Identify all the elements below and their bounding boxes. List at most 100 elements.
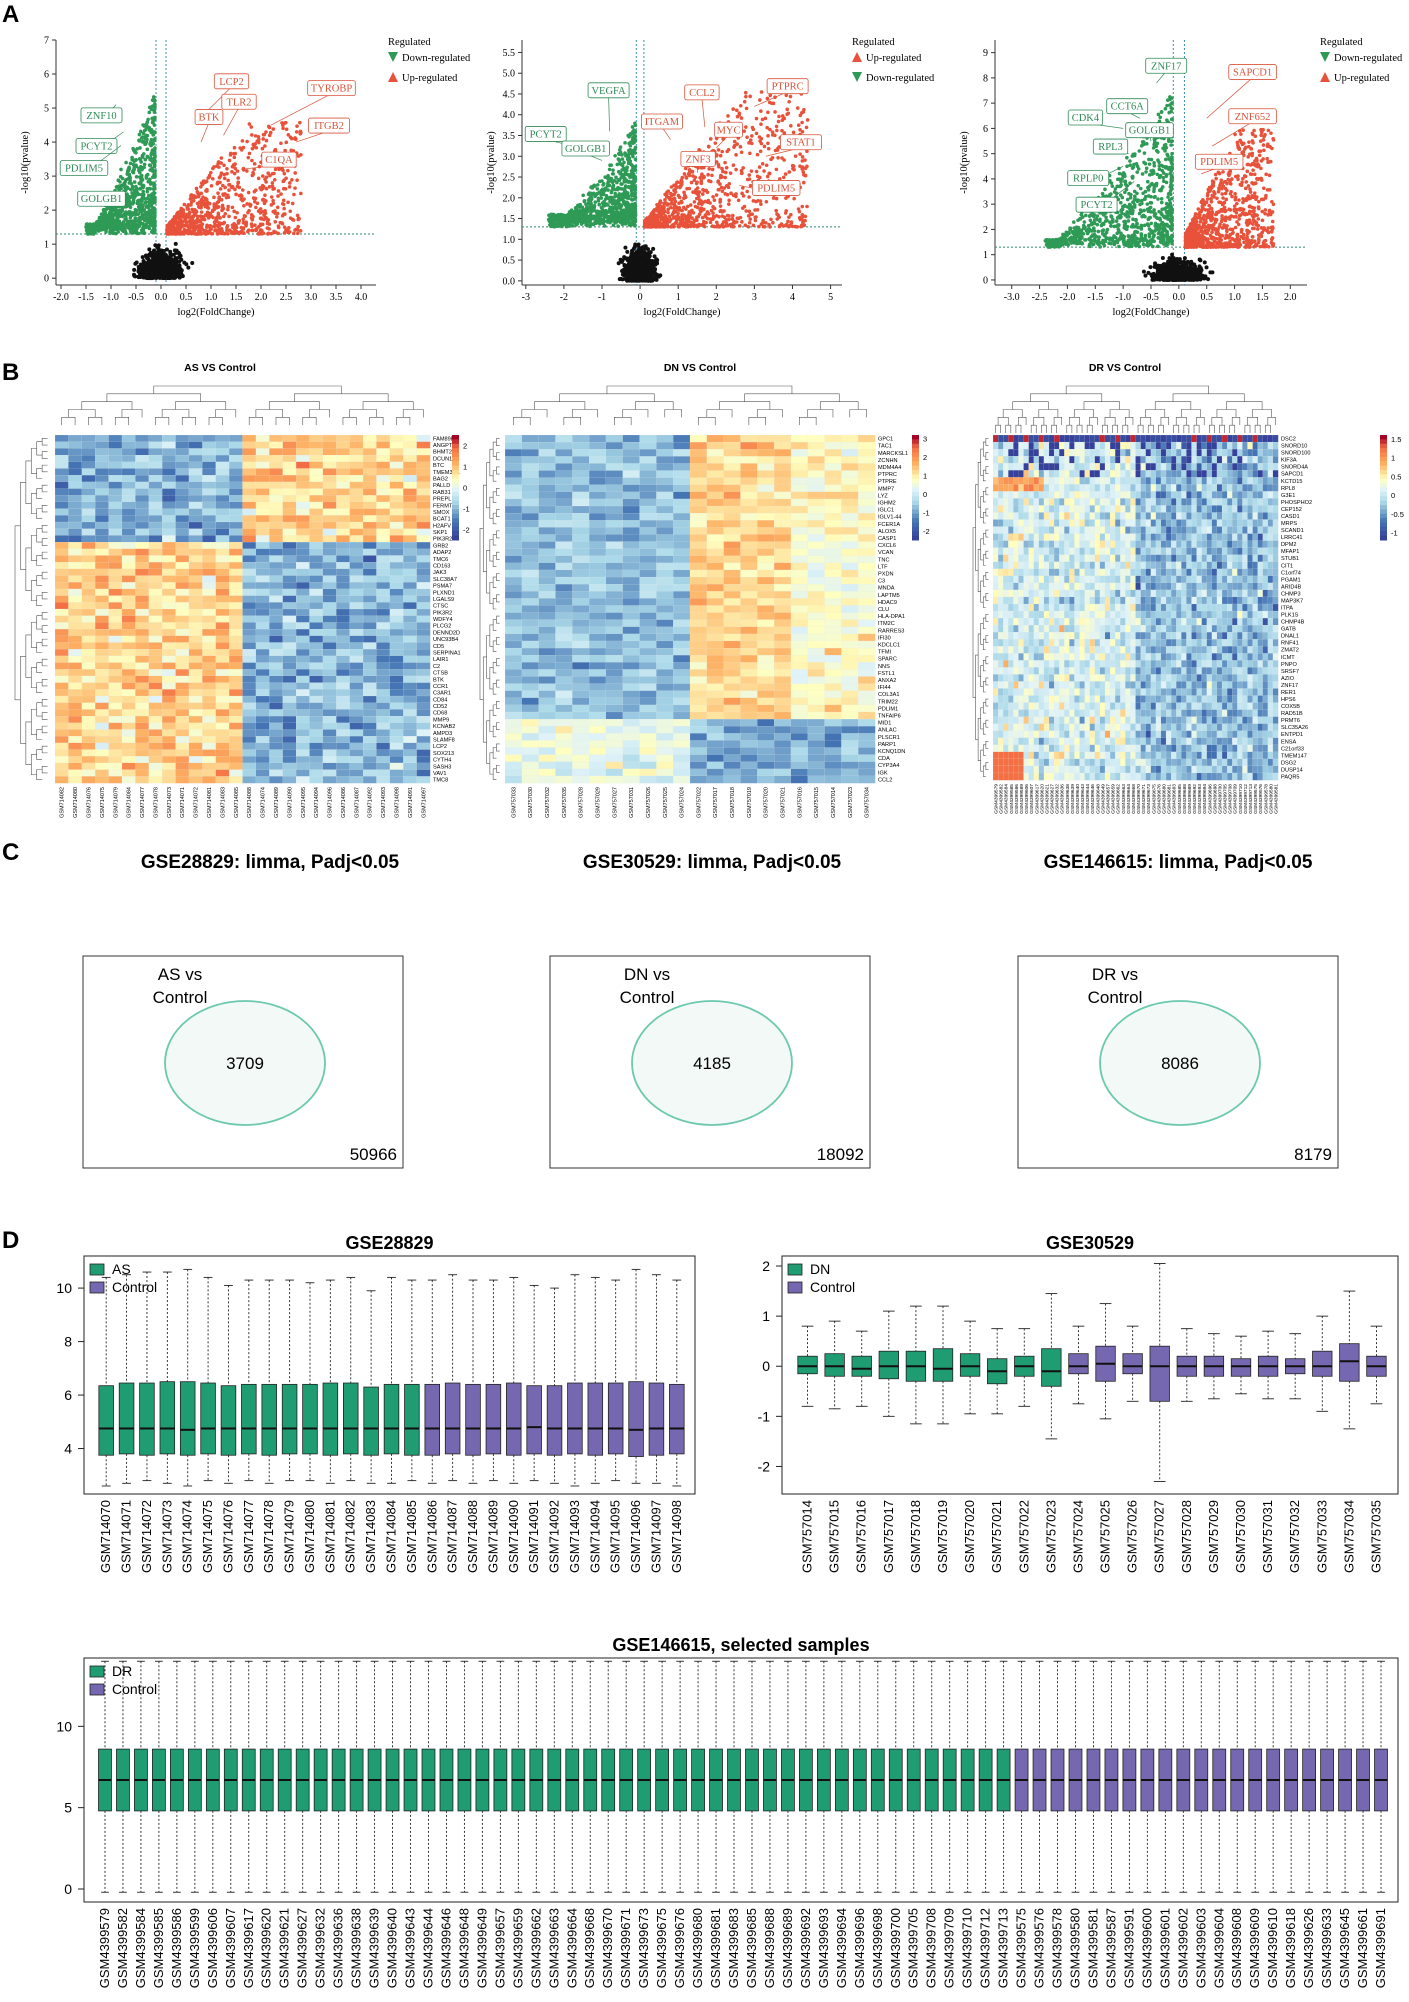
point-up — [666, 210, 670, 215]
point-up — [179, 232, 184, 236]
point-up — [784, 209, 789, 213]
point-up — [281, 168, 285, 173]
point-down — [108, 210, 112, 215]
point-down — [150, 104, 154, 109]
point-up — [774, 208, 778, 213]
point-down — [147, 128, 152, 133]
point-down — [149, 152, 154, 157]
point-ns — [144, 270, 149, 275]
point-up — [270, 181, 275, 185]
point-down — [153, 208, 157, 212]
point-down — [592, 206, 596, 210]
point-up — [245, 202, 249, 206]
point-down — [630, 193, 634, 198]
point-down — [151, 215, 156, 219]
point-down — [633, 151, 638, 155]
point-up — [254, 145, 259, 150]
point-up — [182, 230, 187, 235]
point-up — [205, 213, 209, 218]
point-down — [119, 222, 124, 226]
point-up — [241, 217, 246, 221]
point-up — [218, 216, 222, 220]
point-up — [735, 216, 740, 220]
point-up — [247, 208, 251, 213]
point-up — [231, 231, 235, 236]
point-up — [272, 171, 276, 176]
point-down — [152, 184, 156, 188]
point-down — [617, 178, 622, 183]
point-up — [250, 158, 254, 163]
point-down — [131, 146, 135, 151]
point-up — [199, 191, 204, 196]
point-down — [153, 175, 157, 179]
point-up — [299, 191, 303, 196]
point-up — [726, 202, 731, 206]
point-up — [290, 201, 295, 206]
point-down — [595, 187, 600, 191]
point-up — [252, 196, 257, 201]
point-ns — [177, 259, 182, 264]
point-up — [286, 230, 290, 235]
point-down — [632, 180, 637, 184]
point-up — [260, 174, 265, 178]
point-up — [241, 227, 246, 231]
point-up — [172, 215, 177, 220]
panel-letter-c: C — [2, 839, 19, 866]
point-up — [295, 124, 299, 128]
point-up — [196, 191, 200, 196]
point-up — [283, 212, 287, 216]
point-up — [249, 216, 254, 220]
y-tick-label: 5 — [44, 104, 49, 115]
point-up — [213, 228, 218, 233]
point-ns — [624, 273, 629, 278]
x-tick-label: 1.5 — [230, 292, 243, 303]
x-tick-label: 2.0 — [255, 292, 268, 303]
point-down — [124, 211, 129, 215]
y-axis-title: -log10(pvalue) — [20, 131, 31, 194]
point-up — [216, 211, 221, 216]
point-down — [633, 224, 637, 228]
point-up — [734, 153, 738, 157]
point-ns — [172, 248, 177, 253]
point-ns — [161, 255, 166, 260]
point-up — [777, 114, 781, 119]
point-down — [606, 188, 610, 192]
point-up — [264, 180, 268, 184]
point-down — [630, 198, 635, 202]
point-up — [287, 185, 292, 189]
gene-label: PDLIM5 — [65, 164, 103, 175]
point-up — [226, 178, 230, 183]
point-up — [236, 180, 241, 185]
point-down — [606, 181, 610, 186]
point-up — [212, 165, 216, 169]
point-down — [149, 156, 153, 160]
point-up — [261, 137, 266, 141]
y-tick-label: 6 — [44, 70, 49, 81]
point-ns — [173, 241, 178, 246]
point-down — [549, 224, 554, 229]
point-up — [194, 232, 199, 236]
point-up — [239, 148, 244, 152]
point-up — [281, 198, 286, 203]
point-up — [739, 150, 744, 155]
y-tick-label: 1.5 — [503, 214, 516, 225]
point-up — [228, 153, 233, 157]
point-up — [190, 220, 194, 224]
point-down — [626, 196, 631, 201]
point-down — [140, 140, 145, 144]
point-up — [268, 173, 272, 178]
point-up — [260, 222, 265, 227]
point-down — [585, 223, 589, 227]
point-down — [124, 185, 128, 189]
point-down — [593, 184, 597, 188]
point-up — [200, 222, 205, 226]
point-up — [269, 195, 274, 199]
point-up — [271, 198, 275, 203]
point-down — [87, 231, 91, 236]
point-up — [281, 179, 286, 184]
point-down — [578, 204, 582, 209]
point-down — [619, 182, 623, 186]
gene-label: ZNF10 — [86, 111, 116, 122]
point-up — [233, 166, 238, 171]
point-down — [140, 167, 144, 172]
